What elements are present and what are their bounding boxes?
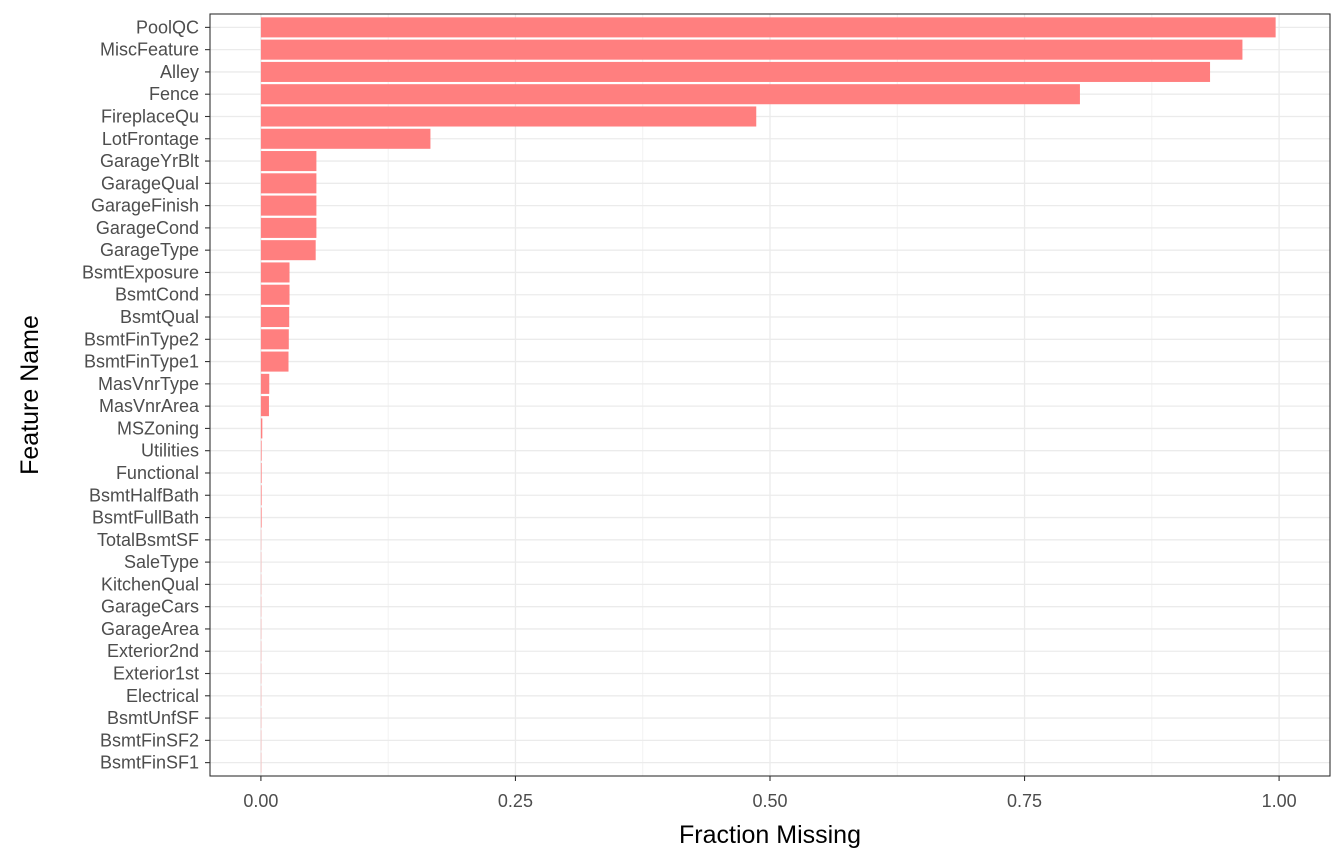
y-tick-label: Alley (160, 62, 199, 82)
bar (260, 262, 290, 283)
bar (260, 39, 1243, 60)
y-tick-label: BsmtCond (115, 285, 199, 305)
y-tick-label: Functional (116, 463, 199, 483)
y-axis-title: Feature Name (16, 315, 44, 475)
bar (260, 440, 262, 461)
x-tick-label: 0.00 (243, 791, 278, 811)
grid-layer (210, 14, 1330, 776)
bar (260, 151, 317, 172)
y-tick-label: GarageYrBlt (100, 151, 199, 171)
y-tick-label: BsmtUnfSF (107, 708, 199, 728)
y-tick-label: BsmtFinSF1 (100, 753, 199, 773)
x-tick-label: 0.75 (1007, 791, 1042, 811)
bar (260, 418, 263, 439)
y-tick-label: MiscFeature (100, 40, 199, 60)
bar (260, 217, 317, 238)
y-tick-label: BsmtQual (120, 307, 199, 327)
y-tick-label: GarageFinish (91, 196, 199, 216)
bar (260, 128, 431, 149)
x-tick-label: 0.50 (752, 791, 787, 811)
y-tick-label: Exterior1st (113, 664, 199, 684)
y-tick-label: BsmtFinType2 (84, 329, 199, 349)
x-tick-label: 1.00 (1262, 791, 1297, 811)
x-axis-title: Fraction Missing (679, 821, 861, 849)
bar (260, 485, 262, 506)
y-tick-label: Utilities (141, 441, 199, 461)
bar (260, 396, 269, 417)
y-tick-label: BsmtHalfBath (89, 485, 199, 505)
y-tick-label: MSZoning (117, 418, 199, 438)
y-tick-label: MasVnrArea (99, 396, 200, 416)
y-tick-label: BsmtFinSF2 (100, 730, 199, 750)
bar (260, 106, 757, 127)
bar (260, 17, 1276, 38)
bar (260, 195, 317, 216)
bar-layer (260, 17, 1276, 773)
bar (260, 173, 317, 194)
bar (260, 462, 262, 484)
bar (260, 284, 290, 305)
y-tick-label: PoolQC (136, 17, 199, 37)
y-tick-label: MasVnrType (98, 374, 199, 394)
y-tick-label: LotFrontage (102, 129, 199, 149)
y-tick-label: GarageType (100, 240, 199, 260)
y-tick-label: BsmtExposure (82, 262, 199, 282)
x-tick-label: 0.25 (498, 791, 533, 811)
y-tick-label: BsmtFullBath (92, 508, 199, 528)
y-tick-label: Exterior2nd (107, 641, 199, 661)
x-tick-layer: 0.00 0.25 0.50 0.75 1.00 (243, 776, 1297, 811)
bar (260, 240, 316, 261)
bar (260, 507, 262, 528)
y-tick-label: BsmtFinType1 (84, 352, 199, 372)
y-tick-label: GarageQual (101, 173, 199, 193)
bar (260, 373, 270, 394)
y-tick-label: GarageCond (96, 218, 199, 238)
bar (260, 329, 289, 350)
y-tick-label: KitchenQual (101, 574, 199, 594)
y-tick-label: TotalBsmtSF (97, 530, 199, 550)
y-tick-label: Electrical (126, 686, 199, 706)
y-tick-label: GarageCars (101, 597, 199, 617)
bar (260, 61, 1211, 82)
y-tick-label: Fence (149, 84, 199, 104)
y-tick-label: FireplaceQu (101, 106, 199, 126)
bar (260, 84, 1080, 105)
y-tick-label: GarageArea (101, 619, 200, 639)
bar (260, 306, 290, 328)
y-tick-label: SaleType (124, 552, 199, 572)
bar (260, 351, 289, 372)
